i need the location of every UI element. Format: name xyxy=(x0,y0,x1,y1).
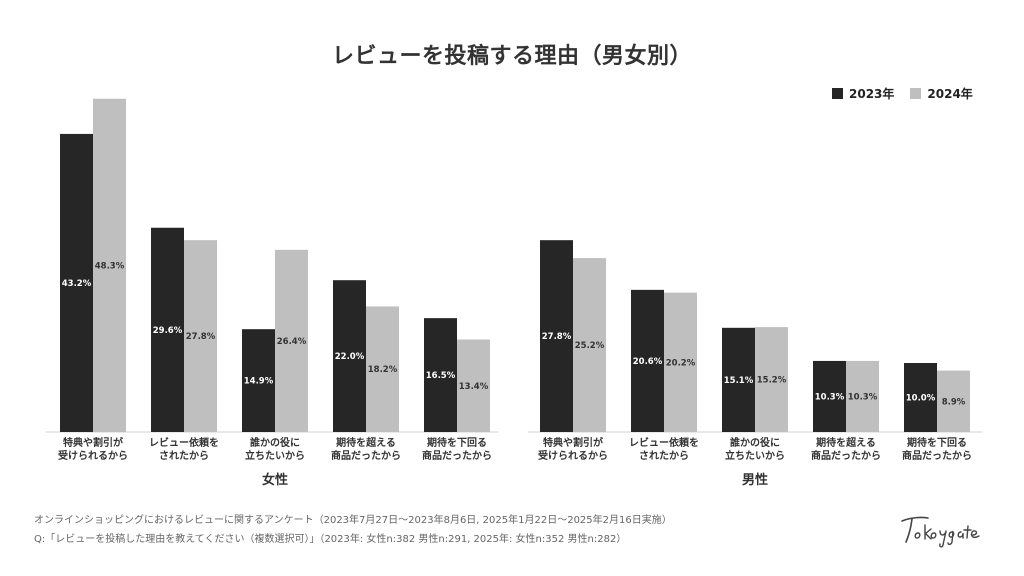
legend: 2023年 2024年 xyxy=(832,85,973,102)
female-category-label-2-0: 誰かの役に xyxy=(250,436,300,449)
male-category-label-0-1: 受けられるから xyxy=(538,449,608,462)
male-category-label-2-1: 立ちたいから xyxy=(725,449,785,462)
survey-note: オンラインショッピングにおけるレビューに関するアンケート（2023年7月27日〜… xyxy=(34,515,672,526)
female-data-label-2024-0: 48.3% xyxy=(95,261,125,271)
female-category-label-2-1: 立ちたいから xyxy=(245,449,305,462)
female-data-label-2023-3: 22.0% xyxy=(335,352,365,362)
male-bar-2024-2 xyxy=(755,327,788,432)
male-data-label-2024-2: 15.2% xyxy=(757,376,787,386)
female-bar-2023-2 xyxy=(242,329,275,432)
tokyo-gate-logo xyxy=(901,516,980,548)
legend-item-2023: 2023年 xyxy=(832,85,894,102)
female-bar-2023-1 xyxy=(151,227,184,432)
chart-title: レビューを投稿する理由（男女別） xyxy=(331,44,692,69)
female-category-label-1-1: されたから xyxy=(159,450,209,462)
male-data-label-2024-0: 25.2% xyxy=(575,341,605,351)
male-data-label-2024-4: 8.9% xyxy=(942,397,966,407)
male-data-label-2023-0: 27.8% xyxy=(542,332,572,342)
female-data-label-2024-1: 27.8% xyxy=(186,332,216,342)
female-bar-2024-4 xyxy=(457,339,490,432)
male-bar-2024-4 xyxy=(937,370,970,432)
male-group-label: 男性 xyxy=(742,472,768,488)
male-category-label-2-0: 誰かの役に xyxy=(730,436,780,449)
female-data-label-2023-4: 16.5% xyxy=(426,371,456,381)
male-category-label-3-1: 商品だったから xyxy=(811,449,881,462)
female-bar-2024-1 xyxy=(184,240,217,432)
female-data-label-2023-0: 43.2% xyxy=(62,279,92,289)
male-bar-2024-1 xyxy=(664,292,697,432)
female-category-label-3-0: 期待を超える xyxy=(336,436,396,449)
male-bar-2024-3 xyxy=(846,360,879,432)
female-category-label-0-0: 特典や割引が xyxy=(63,436,124,449)
legend-label-2024: 2024年 xyxy=(927,87,973,101)
female-category-label-3-1: 商品だったから xyxy=(331,449,401,462)
female-data-label-2023-1: 29.6% xyxy=(153,326,183,336)
female-bar-2023-0 xyxy=(60,133,93,433)
male-category-label-1-1: されたから xyxy=(639,450,689,462)
question-note: Q:「レビューを投稿した理由を教えてください（複数選択可）」（2023年: 女性… xyxy=(34,534,627,545)
legend-swatch-2024 xyxy=(910,88,922,99)
male-data-label-2023-1: 20.6% xyxy=(633,357,663,367)
male-category-label-1-0: レビュー依頼を xyxy=(629,436,699,449)
female-group-label: 女性 xyxy=(262,472,288,488)
male-bar-2024-0 xyxy=(573,258,606,432)
female-bar-2024-2 xyxy=(275,249,308,432)
male-data-label-2024-3: 10.3% xyxy=(848,392,878,402)
female-category-label-4-0: 期待を下回る xyxy=(427,436,487,449)
female-data-label-2024-3: 18.2% xyxy=(368,365,398,375)
female-bar-2024-3 xyxy=(366,306,399,432)
male-bar-2023-3 xyxy=(813,360,846,432)
male-category-label-4-1: 商品だったから xyxy=(902,449,972,462)
male-bar-2023-2 xyxy=(722,327,755,432)
male-category-label-3-0: 期待を超える xyxy=(816,436,876,449)
female-category-label-0-1: 受けられるから xyxy=(58,449,128,462)
male-data-label-2023-3: 10.3% xyxy=(815,392,845,402)
legend-item-2024: 2024年 xyxy=(910,85,973,102)
male-category-label-0-0: 特典や割引が xyxy=(543,436,604,449)
female-bar-2024-0 xyxy=(93,98,126,432)
legend-label-2023: 2023年 xyxy=(849,87,895,101)
male-data-label-2023-4: 10.0% xyxy=(906,394,936,404)
female-bar-2023-3 xyxy=(333,280,366,432)
female-data-label-2024-4: 13.4% xyxy=(459,382,489,392)
male-category-label-4-0: 期待を下回る xyxy=(907,436,967,449)
female-data-label-2024-2: 26.4% xyxy=(277,337,307,347)
male-bar-2023-1 xyxy=(631,289,664,432)
female-bar-2023-4 xyxy=(424,318,457,432)
female-category-label-1-0: レビュー依頼を xyxy=(149,436,219,449)
male-bar-2023-4 xyxy=(904,363,937,432)
male-data-label-2024-1: 20.2% xyxy=(666,358,696,368)
male-bar-2023-0 xyxy=(540,240,573,432)
male-data-label-2023-2: 15.1% xyxy=(724,376,754,386)
female-data-label-2023-2: 14.9% xyxy=(244,377,274,387)
legend-swatch-2023 xyxy=(832,88,843,99)
female-category-label-4-1: 商品だったから xyxy=(422,449,492,462)
